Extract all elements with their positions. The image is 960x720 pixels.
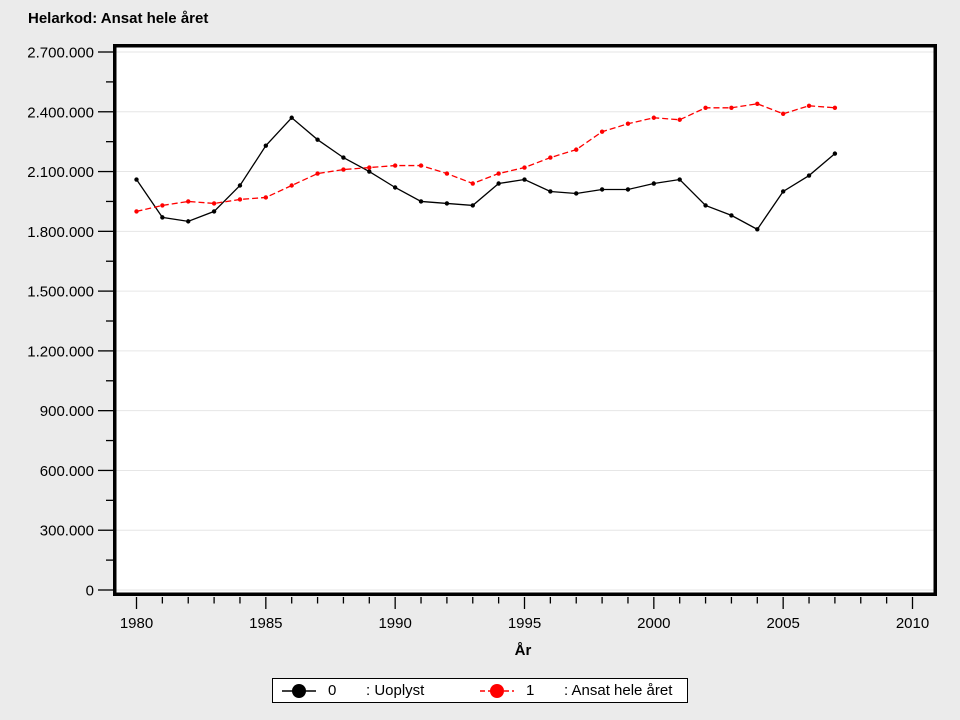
x-tick-label: 1995 xyxy=(508,615,541,632)
data-point-icon xyxy=(341,155,346,160)
data-point-icon xyxy=(315,137,320,142)
data-point-icon xyxy=(651,181,657,186)
plot-frame xyxy=(113,44,937,596)
data-point-icon xyxy=(496,181,501,186)
x-tick-label: 2010 xyxy=(896,615,929,632)
data-point-icon xyxy=(186,199,191,204)
x-tick-label: 1990 xyxy=(378,615,411,632)
data-point-icon xyxy=(289,115,294,120)
data-point-icon xyxy=(211,201,217,206)
x-tick-label: 2005 xyxy=(766,615,799,632)
data-point-icon xyxy=(470,203,475,208)
y-tick-label: 1.800.000 xyxy=(27,224,94,241)
data-point-icon xyxy=(263,143,269,148)
data-point-icon xyxy=(496,171,501,176)
data-point-icon xyxy=(729,213,734,218)
legend-value: 1 xyxy=(526,682,535,699)
data-point-icon xyxy=(522,177,527,182)
legend-entry-0: 0 : Uoplyst xyxy=(281,679,424,702)
y-tick-label: 1.500.000 xyxy=(27,284,94,301)
y-tick-label: 2.100.000 xyxy=(27,164,94,181)
data-point-icon xyxy=(237,197,243,202)
legend-value: 0 xyxy=(328,682,337,699)
data-point-icon xyxy=(211,209,217,214)
data-point-icon xyxy=(444,171,450,176)
x-axis-title: År xyxy=(514,642,532,659)
legend-label: : Uoplyst xyxy=(366,682,425,699)
legend: 0 : Uoplyst 1 : Ansat hele året xyxy=(272,678,688,703)
data-point-icon xyxy=(780,189,786,194)
data-point-icon xyxy=(599,187,605,192)
data-point-icon xyxy=(755,227,760,232)
data-point-icon xyxy=(418,199,424,204)
series-markers-1 xyxy=(134,101,838,214)
x-tick-label: 1980 xyxy=(120,615,153,632)
plot-area: 0 300.000 600.000 900.000 1.200.000 1.500.000… xyxy=(27,44,937,632)
y-tick-label: 900.000 xyxy=(40,403,94,420)
data-point-icon xyxy=(677,177,682,182)
data-point-icon xyxy=(470,181,475,186)
data-point-icon xyxy=(392,185,398,190)
data-point-icon xyxy=(677,117,682,122)
data-point-icon xyxy=(263,195,269,200)
data-point-icon xyxy=(160,215,165,220)
legend-entry-1: 1 : Ansat hele året xyxy=(479,679,672,702)
data-point-icon xyxy=(574,191,579,196)
data-point-icon xyxy=(703,203,708,208)
x-tick-label: 1985 xyxy=(249,615,282,632)
data-point-icon xyxy=(315,171,320,176)
data-point-icon xyxy=(806,173,812,178)
data-point-icon xyxy=(625,187,631,192)
data-point-icon xyxy=(134,209,139,214)
data-point-icon xyxy=(548,189,553,194)
data-point-icon xyxy=(548,155,553,160)
series-line-0 xyxy=(135,116,836,231)
chart-title: Helarkod: Ansat hele året xyxy=(28,10,209,27)
data-point-icon xyxy=(444,201,450,206)
data-point-icon xyxy=(729,105,734,110)
y-tick-label: 300.000 xyxy=(40,523,94,540)
legend-marker-icon xyxy=(480,683,514,698)
data-point-icon xyxy=(599,129,605,134)
data-point-icon xyxy=(806,103,812,109)
data-point-icon xyxy=(703,105,708,110)
data-point-icon xyxy=(341,167,346,172)
data-point-icon xyxy=(392,163,398,168)
data-point-icon xyxy=(160,203,165,208)
y-tick-label: 600.000 xyxy=(40,463,94,480)
data-point-icon xyxy=(832,105,838,110)
y-tick-label: 1.200.000 xyxy=(27,343,94,360)
data-point-icon xyxy=(237,183,243,188)
data-point-icon xyxy=(522,165,527,170)
series-markers-0 xyxy=(134,115,838,232)
data-point-icon xyxy=(289,183,294,188)
data-point-icon xyxy=(134,177,139,182)
data-point-icon xyxy=(186,219,191,224)
data-point-icon xyxy=(832,151,838,156)
legend-label: : Ansat hele året xyxy=(564,682,673,699)
data-point-icon xyxy=(780,111,786,116)
data-point-icon xyxy=(574,147,579,152)
data-point-icon xyxy=(651,115,657,120)
legend-marker-icon xyxy=(282,683,316,698)
y-tick-label: 0 xyxy=(86,583,94,600)
y-tick-label: 2.700.000 xyxy=(27,45,94,62)
data-point-icon xyxy=(367,165,372,170)
series-line-1 xyxy=(136,103,835,213)
data-point-icon xyxy=(755,101,760,107)
x-tick-label: 2000 xyxy=(637,615,670,632)
data-point-icon xyxy=(418,163,424,168)
data-point-icon xyxy=(625,121,631,126)
data-point-icon xyxy=(367,169,372,174)
plot-background xyxy=(113,44,937,596)
y-tick-label: 2.400.000 xyxy=(27,104,94,121)
